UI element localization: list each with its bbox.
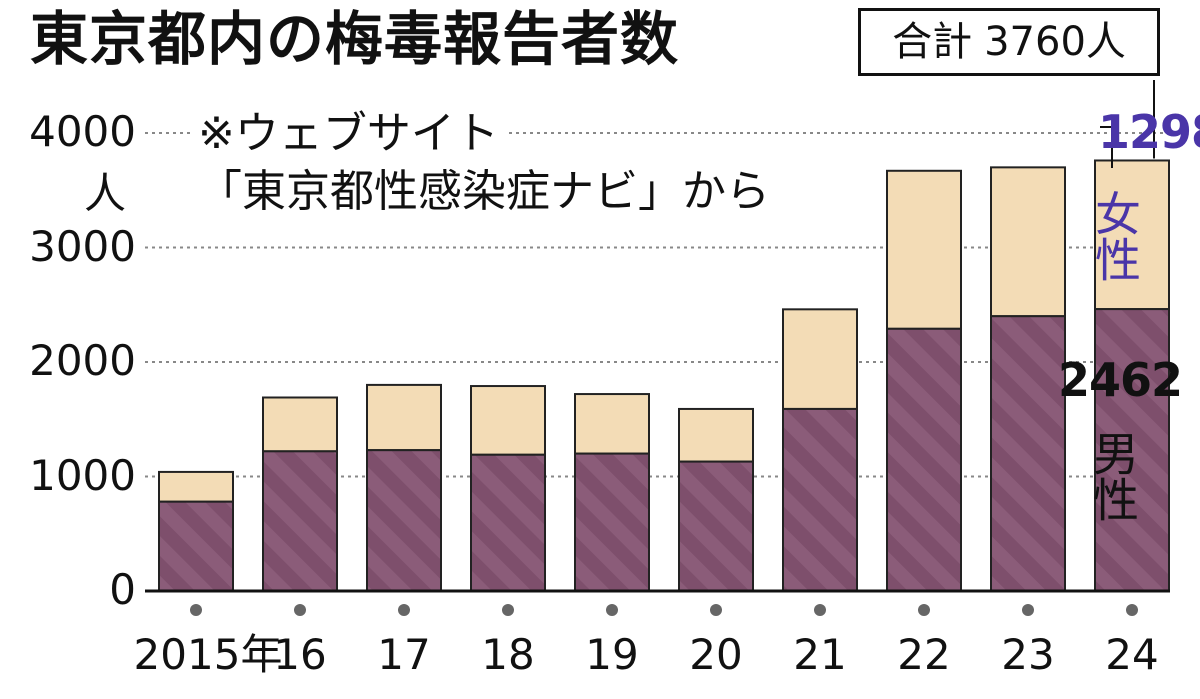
x-tick-dot bbox=[502, 604, 514, 616]
bar-male bbox=[366, 449, 442, 593]
x-tick-dot bbox=[606, 604, 618, 616]
bar-male bbox=[886, 327, 962, 592]
bar-male bbox=[574, 452, 650, 592]
total-value: 3760人 bbox=[984, 19, 1126, 65]
bar-male bbox=[470, 453, 546, 592]
bar-male bbox=[990, 315, 1066, 592]
x-tick-label: 23 bbox=[1001, 630, 1055, 679]
x-tick-label: 20 bbox=[689, 630, 743, 679]
bar-female bbox=[574, 393, 650, 455]
x-tick-label: 16 bbox=[273, 630, 327, 679]
x-tick-dot bbox=[710, 604, 722, 616]
bar-male bbox=[678, 460, 754, 592]
x-tick-dot bbox=[294, 604, 306, 616]
y-tick-label: 2000 bbox=[29, 336, 136, 385]
x-tick-label: 19 bbox=[585, 630, 639, 679]
x-tick-label: 21 bbox=[793, 630, 847, 679]
bar-female bbox=[886, 169, 962, 330]
female-connector-line bbox=[1100, 126, 1113, 168]
x-tick-label: 2015年 bbox=[133, 630, 283, 679]
total-box: 合計 3760人 bbox=[858, 8, 1160, 76]
total-label: 合計 bbox=[892, 19, 973, 65]
y-tick-label: 3000 bbox=[29, 221, 136, 271]
bar-male bbox=[782, 407, 858, 592]
x-tick-label: 22 bbox=[897, 630, 951, 679]
y-tick-label: 0 bbox=[109, 565, 136, 614]
male-series-label: 男性 bbox=[1086, 430, 1140, 522]
x-tick-label: 17 bbox=[377, 630, 431, 679]
y-tick-label: 4000 bbox=[29, 107, 136, 156]
bar-female bbox=[782, 308, 858, 410]
x-tick-dot bbox=[918, 604, 930, 616]
bar-female bbox=[470, 385, 546, 456]
x-tick-dot bbox=[398, 604, 410, 616]
female-series-label: 女性 bbox=[1088, 190, 1142, 282]
bar-male bbox=[1094, 308, 1170, 592]
x-tick-label: 18 bbox=[481, 630, 535, 679]
bar-female bbox=[990, 166, 1066, 318]
source-note-line1: ※ウェブサイト bbox=[192, 109, 505, 159]
source-note-line2: 「東京都性感染症ナビ」から bbox=[192, 167, 776, 217]
bar-female bbox=[678, 407, 754, 463]
x-tick-dot bbox=[1022, 604, 1034, 616]
bar-female bbox=[262, 396, 338, 453]
bar-female bbox=[366, 383, 442, 452]
x-tick-dot bbox=[814, 604, 826, 616]
x-tick-dot bbox=[1126, 604, 1138, 616]
bar-female bbox=[158, 470, 234, 503]
y-tick-label: 1000 bbox=[29, 450, 136, 500]
x-tick-label: 24 bbox=[1105, 630, 1159, 679]
x-tick-dot bbox=[190, 604, 202, 616]
female-value-label: 1298 bbox=[1098, 105, 1200, 159]
y-axis-unit: 人 bbox=[84, 169, 127, 218]
male-value-label: 2462 bbox=[1058, 353, 1183, 407]
bar-male bbox=[262, 450, 338, 592]
bar-male bbox=[158, 500, 234, 592]
chart-title: 東京都内の梅毒報告者数 bbox=[30, 5, 680, 73]
